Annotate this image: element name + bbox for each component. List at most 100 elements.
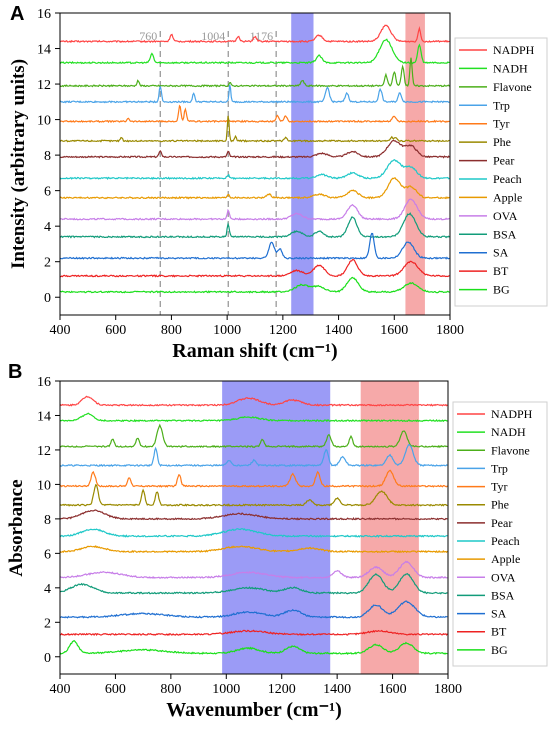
x-tick-label: 1400: [325, 323, 353, 338]
legend-label: Trp: [493, 98, 510, 112]
x-axis-label: Raman shift (cm⁻¹): [172, 340, 337, 362]
legend-label: BT: [491, 625, 507, 639]
y-tick-label: 8: [44, 149, 51, 164]
series-line-bt: [59, 629, 448, 636]
legend-label: BT: [493, 264, 509, 278]
y-tick-label: 8: [44, 513, 51, 528]
series-line-nadh: [59, 412, 448, 423]
x-axis-label: Wavenumber (cm⁻¹): [166, 699, 342, 721]
x-tick-label: 1600: [379, 682, 407, 697]
legend-label: OVA: [493, 209, 518, 223]
y-tick-label: 16: [37, 375, 51, 390]
legend-label: NADPH: [493, 43, 535, 57]
y-axis-label: Absorbance: [6, 479, 27, 576]
y-tick-label: 16: [37, 7, 51, 22]
legend-label: Apple: [493, 190, 522, 204]
series-line-flavone: [59, 423, 448, 449]
x-tick-label: 1000: [213, 323, 241, 338]
y-tick-label: 2: [44, 616, 51, 631]
legend-label: NADH: [493, 61, 528, 75]
series-line-trp: [59, 443, 448, 468]
legend: NADPH NADH Flavone Trp Tyr Phe Pear Peach Apple O…: [452, 401, 548, 667]
series-line-sa: [60, 232, 450, 260]
series-line-apple: [59, 177, 450, 200]
legend-label: Phe: [493, 135, 511, 149]
legend-label: NADH: [491, 425, 526, 439]
reference-line-label: 1004: [201, 29, 225, 43]
legend-label: SA: [493, 246, 509, 260]
reference-line-label: 1176: [250, 29, 274, 43]
x-axis-ticks: 400 600 800 1000 1200 1400 1600 1800: [50, 674, 462, 697]
y-tick-label: 4: [44, 220, 51, 235]
highlight-band: [405, 13, 425, 315]
series-line-trp: [59, 84, 450, 104]
series-line-bg: [59, 639, 448, 655]
panel-b: B 400 600 800 1000 1200 1400 1600 1800 0 2 4 6 8 10 1…: [6, 361, 548, 721]
legend-label: Apple: [491, 552, 520, 566]
panel-letter: A: [10, 3, 24, 25]
legend-label: Peach: [491, 534, 520, 548]
legend-label: Peach: [493, 172, 522, 186]
series-line-bt: [59, 258, 450, 278]
y-tick-label: 14: [37, 409, 51, 424]
y-tick-label: 10: [37, 478, 51, 493]
series-line-bsa: [59, 572, 448, 595]
x-tick-label: 400: [50, 323, 71, 338]
y-tick-label: 12: [37, 444, 51, 459]
x-tick-label: 600: [105, 323, 126, 338]
y-axis-ticks: 0 2 4 6 8 10 12 14 16: [37, 7, 60, 306]
x-tick-label: 1800: [434, 682, 462, 697]
y-tick-label: 0: [44, 651, 51, 666]
y-tick-label: 12: [37, 78, 51, 93]
series-line-phe: [59, 483, 448, 507]
series-line-tyr: [59, 104, 450, 124]
series-line-tyr: [59, 469, 448, 488]
legend-label: Flavone: [493, 80, 532, 94]
x-tick-label: 1800: [436, 323, 464, 338]
x-axis-ticks: 400 600 800 1000 1200 1400 1600 1800: [50, 315, 464, 338]
legend-label: SA: [491, 607, 507, 621]
legend-label: OVA: [491, 570, 516, 584]
spectra-series: [59, 395, 448, 655]
y-tick-label: 10: [37, 114, 51, 129]
series-line-bsa: [59, 212, 450, 239]
x-tick-label: 1200: [269, 323, 297, 338]
panel-letter: B: [8, 361, 22, 383]
legend-label: Tyr: [493, 117, 510, 131]
legend: NADPH NADH Flavone Trp Tyr Phe Pear Peach Apple O…: [454, 37, 548, 307]
y-tick-label: 2: [44, 256, 51, 271]
highlight-bands: [222, 381, 419, 674]
series-line-pear: [59, 509, 448, 521]
series-line-ova: [59, 198, 450, 221]
panel-a: A 760 1004 1176 400 600 800 1000 1200 1400 1600 1…: [8, 3, 548, 362]
series-line-bg: [59, 276, 450, 294]
series-line-phe: [59, 115, 450, 143]
legend-label: BSA: [493, 227, 517, 241]
series-line-ova: [59, 560, 448, 580]
x-tick-label: 400: [50, 682, 71, 697]
highlight-band: [222, 381, 331, 674]
legend-label: Flavone: [491, 443, 530, 457]
series-line-peach: [59, 158, 450, 181]
series-line-sa: [59, 600, 448, 619]
series-line-flavone: [59, 57, 450, 88]
legend-label: BG: [493, 283, 510, 297]
legend-label: Trp: [491, 461, 508, 475]
highlight-band: [360, 381, 419, 674]
series-line-nadph: [59, 395, 448, 407]
y-axis-ticks: 0 2 4 6 8 10 12 14 16: [37, 375, 60, 666]
x-tick-label: 800: [160, 682, 181, 697]
reference-lines: 760 1004 1176: [139, 29, 277, 315]
x-tick-label: 1000: [212, 682, 240, 697]
legend-label: Pear: [491, 516, 512, 530]
y-tick-label: 4: [44, 582, 51, 597]
x-tick-label: 1400: [323, 682, 351, 697]
spectra-series: [59, 24, 450, 294]
plot-frame: [59, 12, 451, 316]
legend-label: Tyr: [491, 480, 508, 494]
legend-box: [454, 37, 548, 307]
y-axis-label: Intensity (arbitrary units): [8, 59, 29, 269]
series-line-pear: [59, 139, 450, 159]
x-tick-label: 1200: [268, 682, 296, 697]
